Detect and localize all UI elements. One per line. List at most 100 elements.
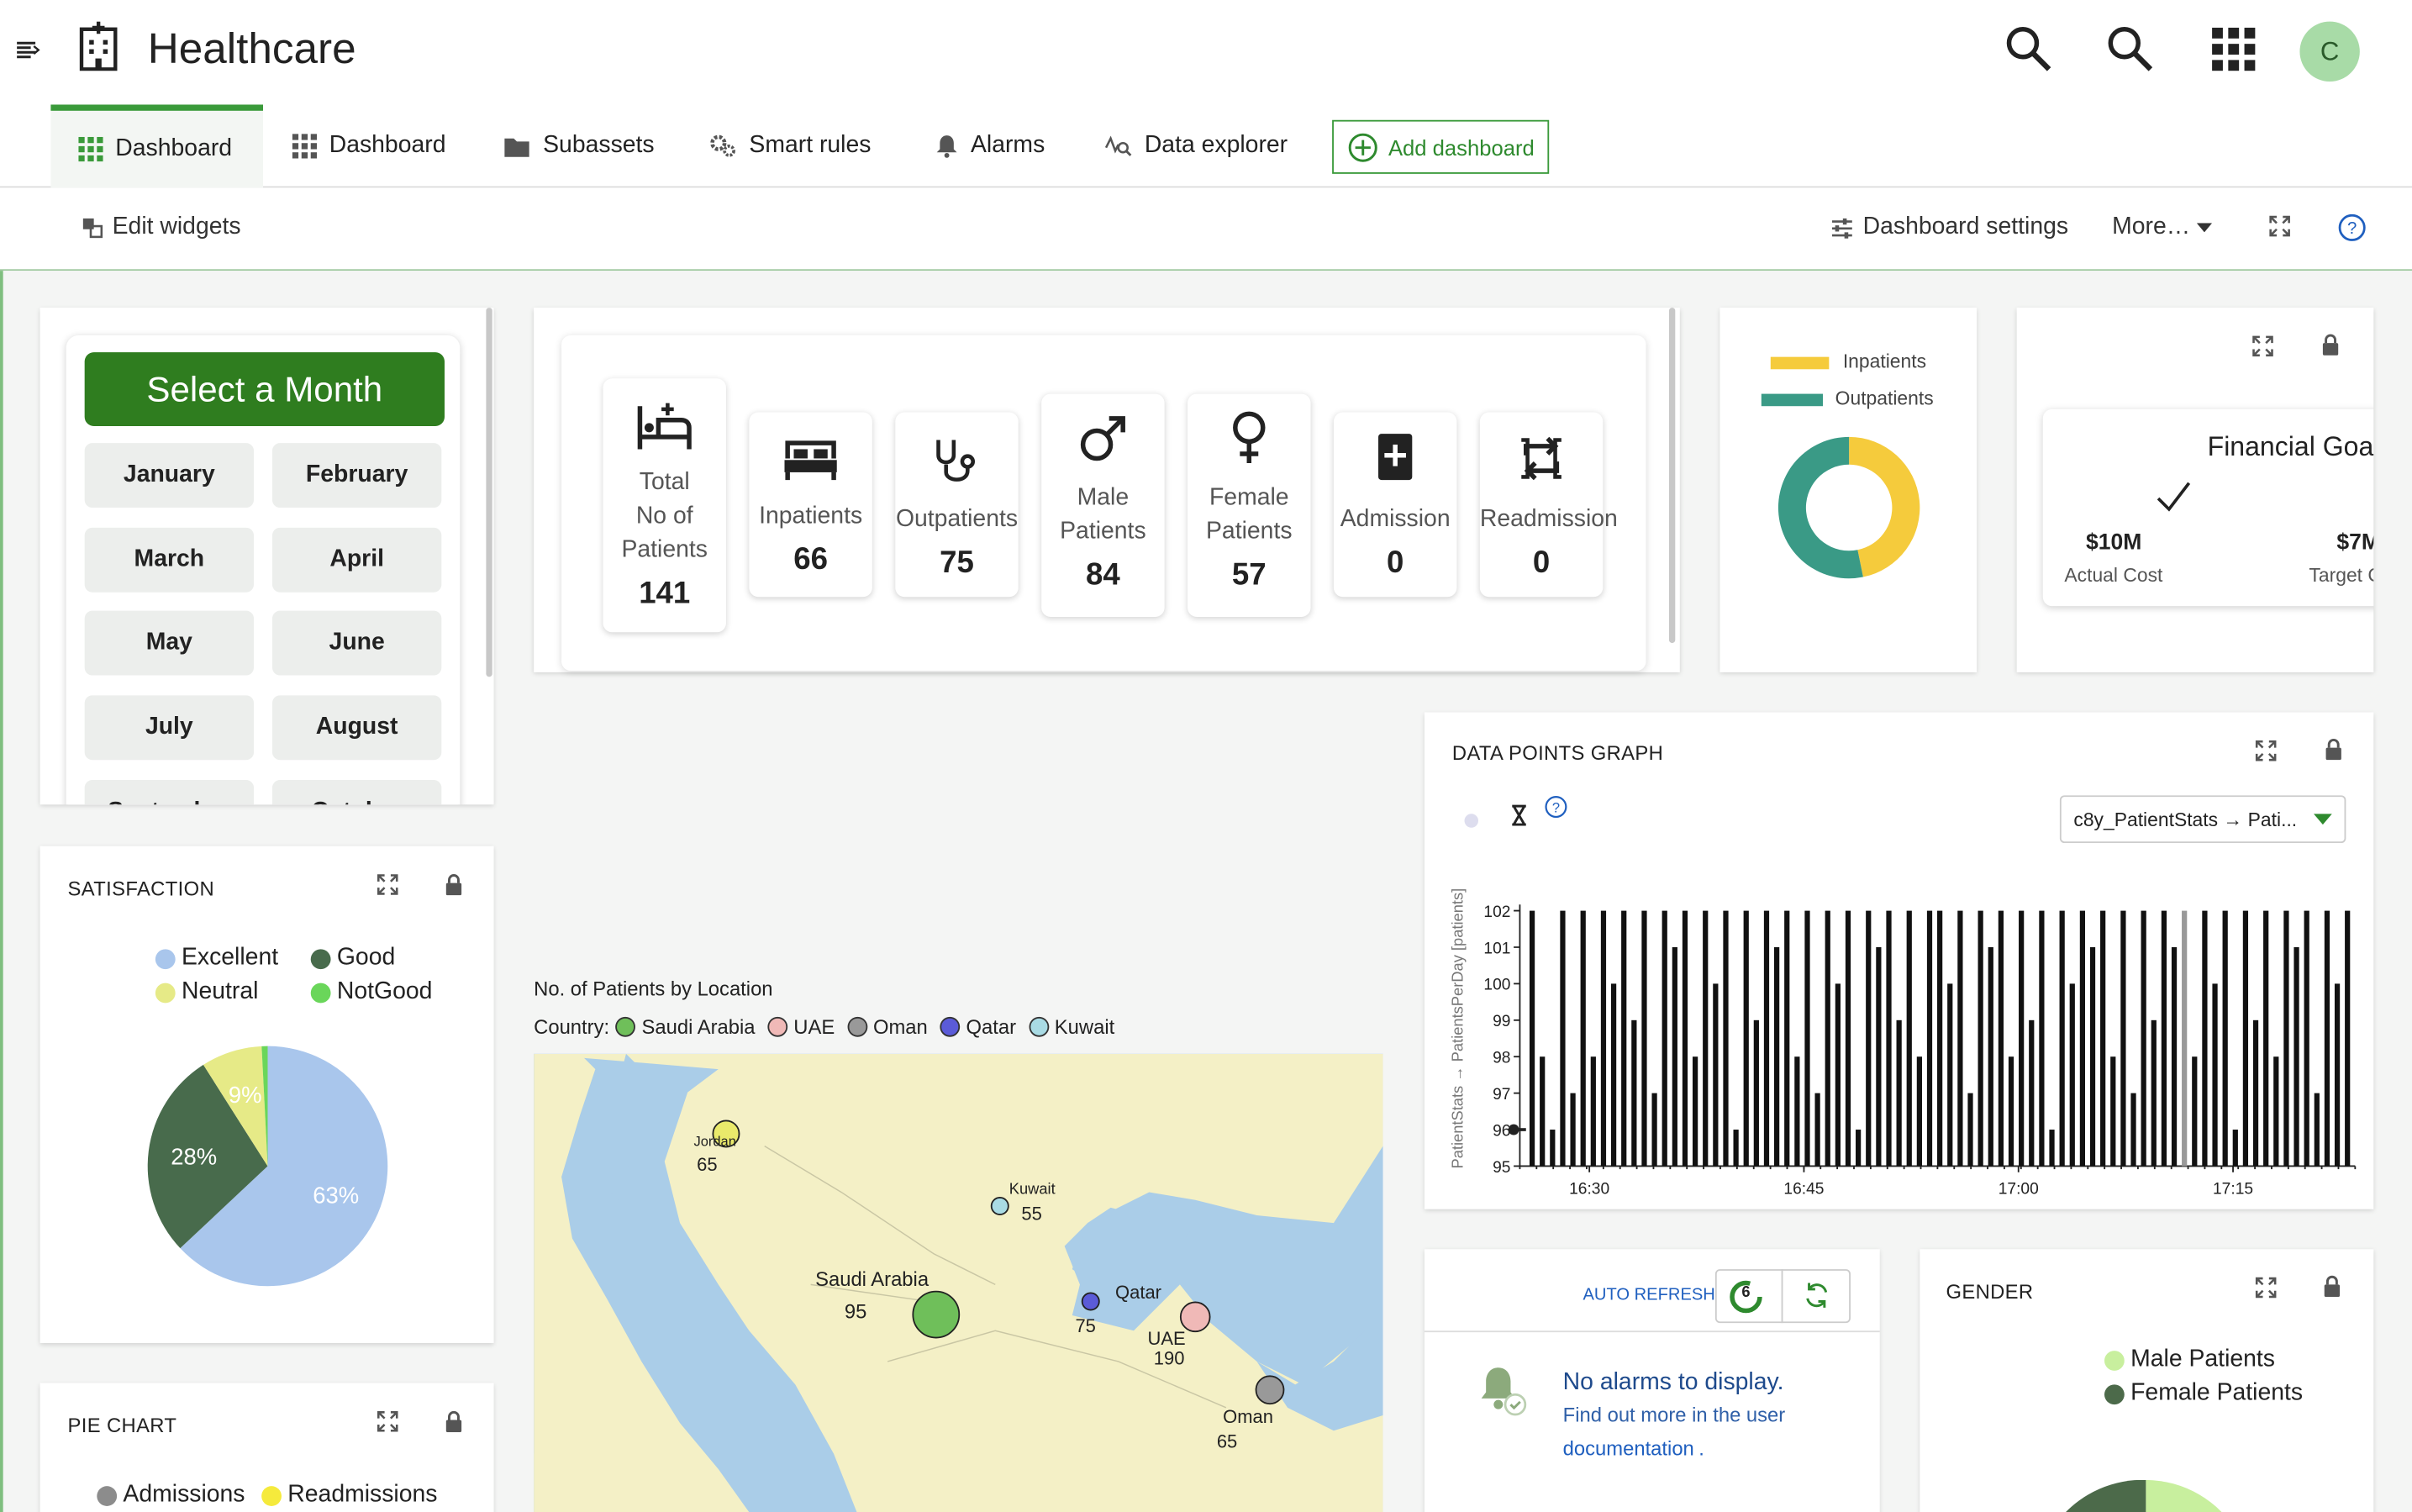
lock-icon[interactable] [2323,1275,2341,1304]
edit-widgets-button[interactable]: Edit widgets [82,213,241,241]
avatar[interactable]: C [2299,21,2360,82]
documentation-link[interactable]: documentation [1562,1436,1694,1461]
target-cost-label: Target C [2309,564,2373,587]
y-tick-label: 97 [1493,1086,1510,1104]
satisfaction-widget: SATISFACTION Excellent Good Neutral NotG… [39,846,494,1343]
bar [1967,1093,1973,1167]
month-button[interactable]: April [271,527,442,593]
legend-swatch-inpatients [1770,356,1830,370]
bar [1550,1130,1556,1167]
expand-icon[interactable] [377,874,398,904]
bar [2079,910,2086,1167]
month-button[interactable]: March [84,527,255,593]
tab-label: Subassets [543,132,655,159]
tab-data-explorer[interactable]: Data explorer [1104,104,1288,187]
app-title: Healthcare [147,24,356,73]
marker-value: 55 [1021,1203,1042,1225]
expand-icon[interactable] [377,1410,398,1440]
bar [1600,910,1607,1167]
bar [1988,947,1993,1167]
grid-icon [78,136,103,162]
bar [2110,1056,2116,1167]
edit-widgets-label: Edit widgets [112,213,241,240]
stat-label: Patients [1206,518,1293,545]
month-button[interactable]: June [271,610,442,676]
repeat-icon [1521,436,1561,481]
help-icon[interactable]: ? [2338,213,2366,249]
map-marker[interactable] [712,1120,740,1148]
more-dropdown[interactable]: More… [2112,213,2212,241]
series-select[interactable]: c8y_PatientStats → Pati... [2059,795,2346,844]
pie-chart-widget: PIE CHART Admissions Readmissions [39,1383,494,1512]
bar [1621,910,1627,1167]
legend-label: UAE [793,1015,835,1039]
legend-label: Good [336,944,396,971]
tab-subassets[interactable]: Subassets [503,104,655,187]
map-marker[interactable] [1081,1292,1100,1311]
bar [1784,910,1790,1167]
tab-dashboard-active[interactable]: Dashboard [50,104,263,188]
expand-icon[interactable] [2255,1277,2277,1306]
month-button[interactable]: August [271,695,442,761]
bed-plus-icon [637,403,692,450]
legend-item: NotGood [310,978,432,1006]
y-tick-label: 95 [1493,1159,1510,1177]
legend-item: Admissions [97,1482,245,1509]
month-button[interactable]: February [271,443,442,508]
month-button[interactable]: September [84,780,255,805]
lock-icon[interactable] [2325,739,2343,768]
search-icon-2[interactable] [2106,24,2156,82]
stat-value: 84 [1086,558,1120,593]
expand-icon[interactable] [2252,335,2274,365]
map-marker[interactable] [1179,1301,1211,1333]
map-marker[interactable] [990,1197,1009,1216]
app-switcher-icon[interactable] [2210,26,2257,80]
map-marker[interactable] [1255,1375,1285,1405]
month-button[interactable]: January [84,443,255,508]
bar [2304,910,2309,1167]
legend-label: Admissions [123,1481,245,1508]
axis-handle[interactable] [1508,1124,1519,1135]
month-button[interactable]: May [84,610,255,676]
hourglass-icon[interactable] [1510,804,1527,834]
lock-icon[interactable] [445,874,463,904]
bar [1682,910,1688,1167]
tab-dashboard[interactable]: Dashboard [292,104,446,187]
bar [1672,947,1677,1167]
x-tick-label: 16:45 [1783,1180,1824,1198]
divider [1781,1269,1783,1324]
legend-item: Readmissions [261,1482,437,1509]
stat-inpatients: Inpatients 66 [749,412,872,598]
search-icon[interactable] [2004,24,2054,82]
svg-text:?: ? [2347,219,2357,238]
bar [2212,983,2218,1167]
select-month-button[interactable]: Select a Month [84,352,445,427]
scrollbar[interactable] [486,308,492,677]
dashboard-settings-button[interactable]: Dashboard settings [1830,213,2068,241]
scrollbar[interactable] [1668,308,1676,644]
lock-icon[interactable] [2321,334,2340,363]
bar [1876,947,1882,1167]
marker-value: 95 [844,1299,867,1324]
fullscreen-icon[interactable] [2269,215,2291,245]
patients-map[interactable]: Jordan 65 Kuwait 55 Saudi Arabia 95 Qata… [534,1053,1383,1512]
stat-value: 57 [1231,558,1267,593]
bell-check-icon [1478,1365,1528,1425]
stat-total-patients: Total No of Patients 141 [603,378,726,633]
marker-label: Jordan [693,1134,736,1150]
lock-icon[interactable] [445,1410,463,1440]
month-button[interactable]: October [271,780,442,805]
legend-swatch-outpatients [1761,393,1824,407]
tab-alarms[interactable]: Alarms [935,104,1045,187]
map-marker[interactable] [912,1290,961,1339]
help-icon[interactable]: ? [1545,795,1567,826]
menu-icon[interactable] [15,39,40,71]
countdown-toggle[interactable]: 6 [1728,1278,1765,1315]
expand-icon[interactable] [2255,740,2277,769]
status-dot [1464,814,1479,828]
stat-value: 66 [793,543,828,577]
month-button[interactable]: July [84,695,255,761]
add-dashboard-button[interactable]: Add dashboard [1332,119,1550,174]
tab-smart-rules[interactable]: Smart rules [709,104,871,187]
refresh-icon[interactable] [1803,1282,1830,1317]
